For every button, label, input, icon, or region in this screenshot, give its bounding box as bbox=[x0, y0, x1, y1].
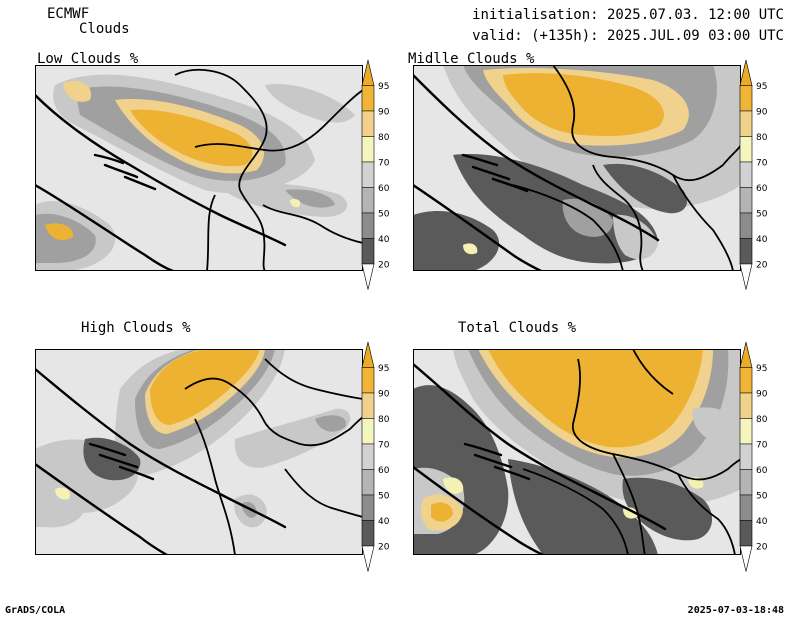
colorbar-segment bbox=[739, 110, 753, 137]
colorbar-segment bbox=[361, 494, 375, 521]
colorbar-segment bbox=[739, 59, 753, 86]
map-middle-clouds bbox=[413, 65, 741, 271]
colorbar-segment bbox=[739, 85, 753, 112]
product-name: Clouds bbox=[79, 21, 130, 37]
colorbar-segment bbox=[361, 392, 375, 419]
colorbar-tick-label: 20 bbox=[378, 261, 390, 271]
model-name: ECMWF bbox=[47, 6, 90, 22]
map-total-clouds bbox=[413, 349, 741, 555]
colorbar-segment bbox=[739, 212, 753, 239]
colorbar-tick-label: 95 bbox=[378, 82, 389, 92]
colorbar-tick-label: 80 bbox=[756, 133, 768, 143]
colorbar-tick-label: 80 bbox=[378, 133, 390, 143]
colorbar-tick-label: 50 bbox=[378, 210, 390, 220]
panel-title-high: High Clouds % bbox=[81, 320, 191, 336]
map-low-clouds bbox=[35, 65, 363, 271]
colorbar-tick-label: 90 bbox=[756, 108, 768, 118]
colorbar-total: 20 40 50 60 70 80 90 95 bbox=[739, 341, 768, 572]
panel-title-total: Total Clouds % bbox=[458, 320, 577, 336]
colorbar-segment bbox=[739, 263, 753, 290]
colorbar-segment bbox=[361, 187, 375, 214]
colorbar-tick-label: 60 bbox=[756, 466, 768, 476]
colorbar-tick-label: 80 bbox=[756, 415, 768, 425]
colorbar-tick-label: 50 bbox=[378, 492, 390, 502]
colorbar-segment bbox=[361, 161, 375, 188]
colorbar-tick-label: 90 bbox=[378, 108, 390, 118]
colorbar-segment bbox=[739, 367, 753, 394]
footer-software: GrADS/COLA bbox=[5, 605, 66, 616]
colorbar-segment bbox=[361, 469, 375, 496]
colorbar-tick-label: 90 bbox=[756, 390, 768, 400]
colorbar-segment bbox=[739, 136, 753, 163]
colorbar-tick-label: 20 bbox=[756, 543, 768, 553]
colorbar-tick-label: 60 bbox=[378, 184, 390, 194]
colorbar-high: 20 40 50 60 70 80 90 95 bbox=[361, 341, 390, 572]
colorbar-segment bbox=[361, 212, 375, 239]
colorbar-segment bbox=[361, 418, 375, 445]
colorbar-segment bbox=[361, 238, 375, 265]
colorbar-tick-label: 40 bbox=[756, 235, 768, 245]
colorbar-segment bbox=[739, 443, 753, 470]
colorbar-segment bbox=[739, 494, 753, 521]
colorbar-segment bbox=[739, 161, 753, 188]
panel-title-low: Low Clouds % bbox=[37, 51, 139, 67]
colorbar-tick-label: 40 bbox=[378, 235, 390, 245]
colorbar-middle: 20 40 50 60 70 80 90 95 bbox=[739, 59, 768, 290]
colorbar-tick-label: 70 bbox=[378, 441, 390, 451]
colorbar-tick-label: 90 bbox=[378, 390, 390, 400]
colorbar-segment bbox=[361, 110, 375, 137]
colorbar-segment bbox=[739, 418, 753, 445]
colorbar-segment bbox=[361, 85, 375, 112]
colorbar-segment bbox=[739, 520, 753, 547]
colorbar-tick-label: 50 bbox=[756, 210, 768, 220]
panel-title-middle: Midlle Clouds % bbox=[408, 51, 535, 67]
colorbar-tick-label: 40 bbox=[756, 517, 768, 527]
colorbar-tick-label: 60 bbox=[756, 184, 768, 194]
colorbar-tick-label: 60 bbox=[378, 466, 390, 476]
colorbar-tick-label: 95 bbox=[756, 82, 767, 92]
colorbar-tick-label: 40 bbox=[378, 517, 390, 527]
colorbar-tick-label: 70 bbox=[756, 159, 768, 169]
colorbar-segment bbox=[739, 545, 753, 572]
colorbar-segment bbox=[361, 545, 375, 572]
map-high-clouds bbox=[35, 349, 363, 555]
colorbar-tick-label: 95 bbox=[756, 364, 767, 374]
colorbar-tick-label: 70 bbox=[378, 159, 390, 169]
colorbar-tick-label: 20 bbox=[378, 543, 390, 553]
colorbar-segment bbox=[739, 187, 753, 214]
colorbar-tick-label: 50 bbox=[756, 492, 768, 502]
colorbar-segment bbox=[361, 520, 375, 547]
colorbar-segment bbox=[739, 238, 753, 265]
initialisation-time: initialisation: 2025.07.03. 12:00 UTC bbox=[472, 7, 784, 23]
colorbar-segment bbox=[361, 367, 375, 394]
colorbar-tick-label: 80 bbox=[378, 415, 390, 425]
colorbar-tick-label: 70 bbox=[756, 441, 768, 451]
colorbar-segment bbox=[739, 469, 753, 496]
footer-timestamp: 2025-07-03-18:48 bbox=[687, 605, 784, 616]
colorbar-segment bbox=[361, 136, 375, 163]
colorbar-segment bbox=[361, 341, 375, 368]
colorbar-segment bbox=[739, 392, 753, 419]
colorbar-segment bbox=[361, 263, 375, 290]
colorbar-low: 20 40 50 60 70 80 90 95 bbox=[361, 59, 390, 290]
valid-time: valid: (+135h): 2025.JUL.09 03:00 UTC bbox=[472, 28, 784, 44]
colorbar-segment bbox=[361, 59, 375, 86]
colorbar-tick-label: 95 bbox=[378, 364, 389, 374]
colorbar-tick-label: 20 bbox=[756, 261, 768, 271]
colorbar-segment bbox=[739, 341, 753, 368]
colorbar-segment bbox=[361, 443, 375, 470]
